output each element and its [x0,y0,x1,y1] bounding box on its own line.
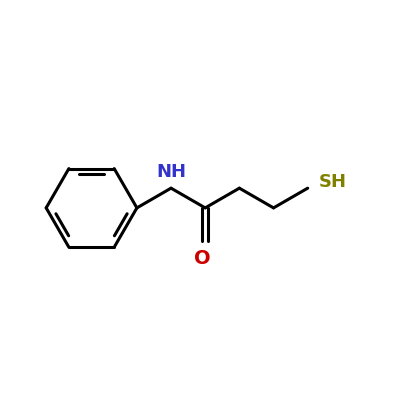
Text: SH: SH [319,173,347,191]
Text: NH: NH [156,163,186,181]
Text: O: O [194,248,210,268]
